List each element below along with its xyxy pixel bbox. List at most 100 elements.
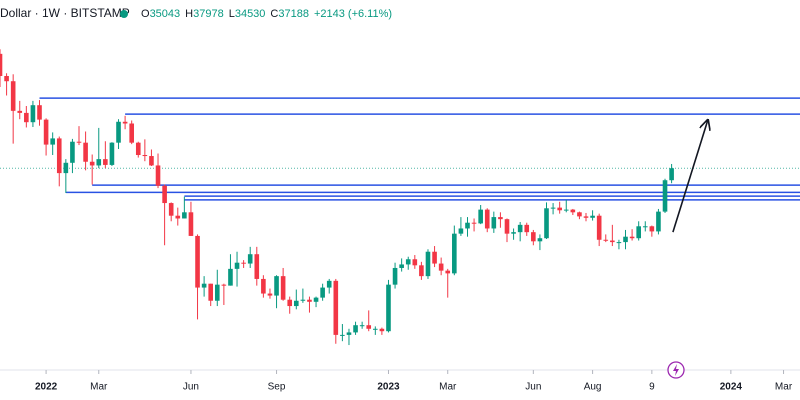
candle-body [491, 217, 497, 229]
candle-body [379, 328, 385, 332]
candle-body [56, 138, 62, 174]
candle-body [122, 121, 128, 124]
candle-body [432, 251, 437, 264]
x-tick-label: 2022 [35, 382, 58, 393]
candle-body [471, 222, 477, 224]
candle-body [50, 138, 55, 145]
candle-body [570, 209, 576, 213]
candle-body [399, 264, 404, 268]
candle-body [241, 262, 246, 264]
candle-body [333, 280, 339, 335]
candle-body [326, 280, 332, 288]
candle-body [135, 142, 141, 156]
candle-body [234, 262, 240, 269]
candle-body [267, 293, 273, 296]
candle-body [445, 270, 451, 274]
candle-body [537, 238, 543, 242]
ohlc-value: 35043 [150, 8, 181, 20]
candle-body [366, 325, 372, 329]
change: +2143 (+6.11%) [314, 8, 392, 20]
candle-body [17, 110, 23, 113]
candle-body [37, 105, 42, 120]
candle-body [392, 267, 398, 285]
candle-body [452, 233, 457, 274]
candle-body [320, 287, 325, 298]
candle-body [155, 165, 161, 186]
candle-body [195, 235, 200, 288]
ohlc-letter: L [229, 8, 235, 20]
candle-body [550, 207, 556, 209]
candle-body [373, 328, 378, 330]
candle-body [4, 75, 9, 82]
candle-body [247, 254, 253, 264]
candle-body [662, 180, 668, 212]
candle-body [484, 209, 490, 229]
candle-body [228, 268, 233, 286]
candle-body [214, 284, 220, 301]
x-tick-label: 2024 [720, 382, 743, 393]
candle-body [412, 259, 418, 266]
candle-body [129, 123, 134, 143]
candle-body [307, 299, 312, 302]
candle-body [405, 259, 411, 265]
candle-body [43, 119, 49, 145]
candle-body [590, 215, 595, 218]
candle-body [517, 224, 523, 233]
candle-body [261, 278, 266, 294]
x-tick-label: Mar [775, 382, 793, 393]
candle-body [425, 251, 431, 277]
x-axis: 2022 Mar Jun Sep 2023 Mar Jun Aug 9 2024 Mar [35, 370, 793, 393]
candle-body [656, 211, 661, 232]
candle-body [603, 239, 609, 241]
candle-body [629, 236, 635, 239]
candle-body [478, 209, 483, 224]
candle-body [642, 226, 648, 228]
candle-body [596, 215, 602, 240]
ohlc-letter: C [270, 8, 278, 20]
x-tick-label: Jun [183, 382, 199, 393]
legend-backdrop [0, 2, 590, 24]
x-tick-label: Jun [525, 382, 541, 393]
event-bolt [673, 364, 679, 376]
candle-body [24, 112, 29, 123]
candle-body [30, 105, 36, 123]
candle-body [577, 212, 582, 217]
candle-body [175, 215, 181, 219]
status-dot [120, 10, 128, 18]
ohlc-value: 37978 [193, 8, 224, 20]
candle-body [0, 53, 3, 76]
candle-body [109, 142, 115, 165]
ohlc-value: 34530 [235, 8, 266, 20]
x-tick-label: 2023 [377, 382, 400, 393]
candle-body [76, 141, 82, 143]
candle-body [221, 284, 227, 286]
candle-body [340, 334, 345, 336]
candle-body [63, 162, 69, 174]
candle-body [313, 297, 319, 302]
candle-body [623, 236, 628, 243]
candle-body [636, 226, 641, 239]
candle-body [70, 141, 75, 163]
candle-body [300, 299, 306, 301]
candle-body [438, 263, 444, 271]
x-tick-label: Sep [268, 382, 286, 393]
x-tick-label: Mar [439, 382, 457, 393]
candle-body [96, 159, 102, 166]
candle-body [254, 254, 260, 279]
arrow [672, 120, 708, 233]
candle-body [287, 299, 293, 307]
candle-body [10, 81, 16, 111]
candle-body [201, 283, 207, 288]
candle-body [116, 121, 121, 143]
candle-body [465, 222, 470, 229]
candle-body [544, 208, 549, 239]
symbol: Dollar · 1W · BITSTAMP [0, 6, 130, 20]
ohlc-letter: O [141, 8, 150, 20]
candle-body [353, 325, 358, 333]
candle-body [346, 332, 352, 335]
candle-body [458, 228, 464, 234]
candle-body [142, 155, 148, 157]
candle-body [504, 219, 510, 234]
